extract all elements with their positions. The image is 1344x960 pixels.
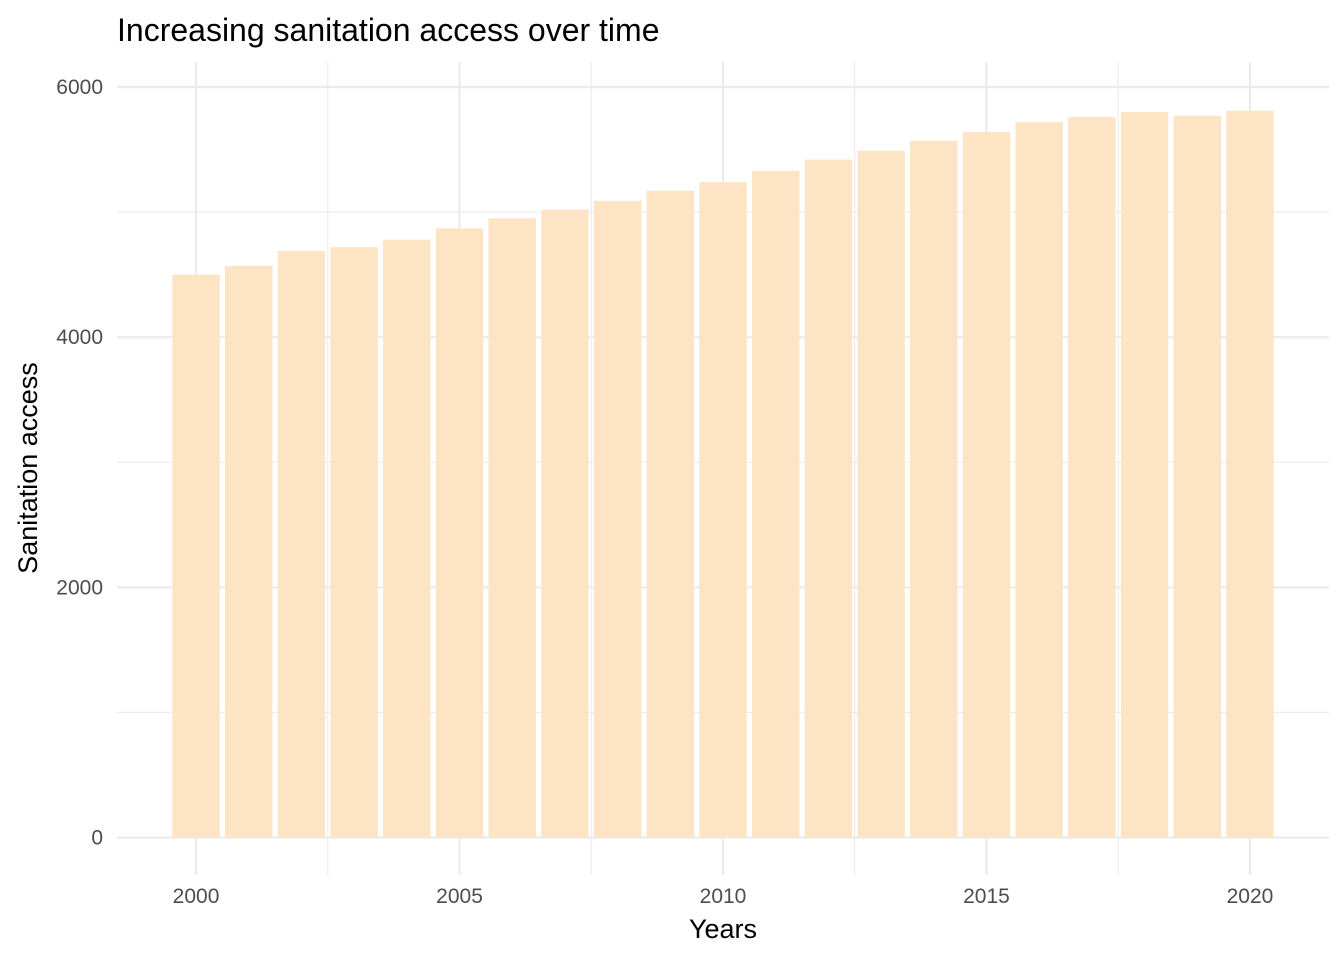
bar-2013: [857, 150, 905, 838]
bar-2015: [962, 132, 1011, 838]
bar-2002: [277, 250, 326, 838]
bar-2005: [435, 228, 484, 838]
bar-2018: [1120, 112, 1169, 838]
bar-2011: [751, 170, 800, 838]
bar-2017: [1068, 117, 1116, 838]
bar-2001: [225, 265, 273, 838]
chart-title: Increasing sanitation access over time: [117, 12, 659, 48]
bar-2016: [1015, 122, 1063, 838]
x-tick-label: 2020: [1227, 885, 1274, 908]
bar-2010: [699, 182, 747, 838]
bar-2012: [804, 159, 853, 838]
y-tick-label: 2000: [56, 576, 103, 599]
bar-2020: [1226, 110, 1274, 838]
bar-2007: [541, 209, 589, 838]
x-tick-label: 2005: [436, 885, 483, 908]
y-tick-label: 0: [91, 826, 103, 849]
bar-2009: [646, 190, 695, 838]
x-tick-label: 2010: [700, 885, 747, 908]
x-tick-label: 2000: [173, 885, 220, 908]
y-axis-ticks: 0 2000 4000 6000: [56, 76, 103, 849]
x-tick-label: 2015: [963, 885, 1010, 908]
bar-2000: [172, 274, 220, 838]
bar-2006: [488, 218, 536, 838]
bar-2014: [910, 140, 958, 838]
y-tick-label: 6000: [56, 76, 103, 99]
bar-2008: [593, 200, 642, 838]
y-axis-title: Sanitation access: [13, 362, 43, 574]
bar-2004: [383, 239, 431, 838]
bar-2019: [1173, 115, 1221, 838]
y-tick-label: 4000: [56, 326, 103, 349]
bars: [172, 110, 1274, 838]
bar-2003: [330, 247, 378, 838]
x-axis-title: Years: [689, 914, 757, 944]
x-axis-ticks: 2000 2005 2010 2015 2020: [173, 885, 1274, 908]
